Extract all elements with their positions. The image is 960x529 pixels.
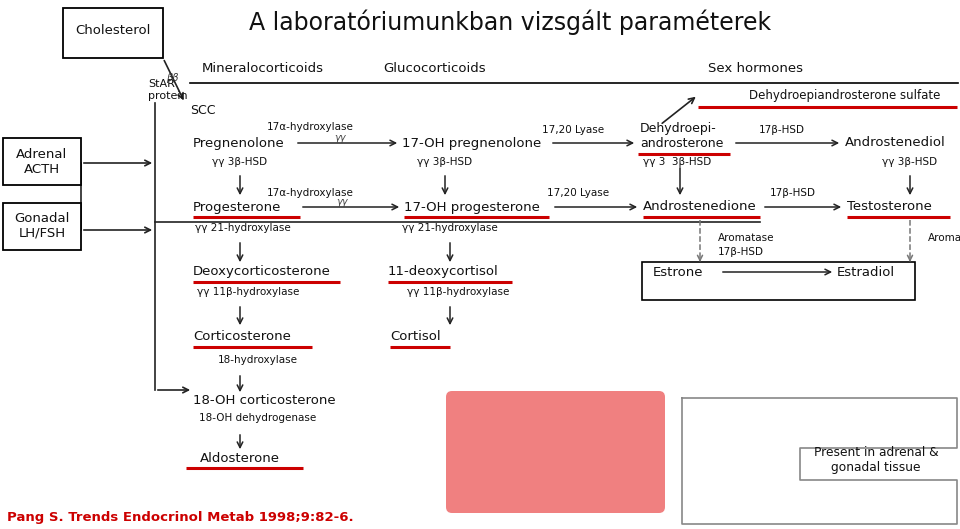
Text: γγ 3β-HSD: γγ 3β-HSD	[882, 157, 938, 167]
Text: γγ: γγ	[336, 197, 348, 207]
Text: Dehydroepiandrosterone sulfate: Dehydroepiandrosterone sulfate	[750, 88, 941, 102]
Text: 18-OH dehydrogenase: 18-OH dehydrogenase	[200, 413, 317, 423]
FancyBboxPatch shape	[3, 203, 81, 250]
FancyBboxPatch shape	[446, 391, 665, 513]
Text: Pregnenolone: Pregnenolone	[193, 136, 285, 150]
Text: γγ 3β-HSD: γγ 3β-HSD	[418, 157, 472, 167]
Text: ββ: ββ	[166, 73, 179, 83]
FancyBboxPatch shape	[642, 262, 915, 300]
Text: + cortisone: + cortisone	[463, 406, 558, 421]
Text: Pang S. Trends Endocrinol Metab 1998;9:82-6.: Pang S. Trends Endocrinol Metab 1998;9:8…	[7, 512, 353, 524]
Text: 17β-HSD: 17β-HSD	[759, 125, 805, 135]
Text: Glucocorticoids: Glucocorticoids	[384, 61, 487, 75]
Text: 17α-hydroxylase: 17α-hydroxylase	[267, 188, 353, 198]
Text: + 21-deoxycortisol: + 21-deoxycortisol	[463, 425, 617, 441]
Text: Estrone: Estrone	[653, 266, 704, 278]
Text: γγ 3  3β-HSD: γγ 3 3β-HSD	[643, 157, 711, 167]
Text: γγ: γγ	[334, 133, 346, 143]
Text: 17β-HSD: 17β-HSD	[718, 247, 764, 257]
Text: γγ 21-hydroxylase: γγ 21-hydroxylase	[195, 223, 291, 233]
Text: Mineralocorticoids: Mineralocorticoids	[202, 61, 324, 75]
Text: Androstenedione: Androstenedione	[643, 200, 756, 214]
Text: Gonadal
LH/FSH: Gonadal LH/FSH	[14, 212, 70, 240]
Text: Adrenal
ACTH: Adrenal ACTH	[16, 148, 67, 176]
Text: 17,20 Lyase: 17,20 Lyase	[542, 125, 604, 135]
Text: γγ 11β-hydroxylase: γγ 11β-hydroxylase	[197, 287, 300, 297]
Text: 18-OH corticosterone: 18-OH corticosterone	[193, 394, 336, 406]
Text: Androstenediol: Androstenediol	[845, 136, 946, 150]
Text: 17-OH pregnenolone: 17-OH pregnenolone	[402, 136, 541, 150]
Text: γγ 11β-hydroxylase: γγ 11β-hydroxylase	[407, 287, 509, 297]
Text: Cortisol: Cortisol	[390, 331, 441, 343]
Text: Cholesterol: Cholesterol	[75, 23, 151, 37]
FancyBboxPatch shape	[3, 138, 81, 185]
Text: Aromatase: Aromatase	[718, 233, 775, 243]
Text: Corticosterone: Corticosterone	[193, 331, 291, 343]
Text: + estriol: + estriol	[463, 466, 534, 480]
Text: Progesterone: Progesterone	[193, 200, 281, 214]
Text: Testosterone: Testosterone	[847, 200, 932, 214]
FancyBboxPatch shape	[63, 8, 163, 58]
Text: Deoxycorticosterone: Deoxycorticosterone	[193, 266, 331, 278]
Text: SCC: SCC	[190, 104, 215, 116]
Text: Aldosterone: Aldosterone	[200, 451, 280, 464]
Text: + dihydrotestosterone: + dihydrotestosterone	[463, 445, 650, 461]
Text: 17,20 Lyase: 17,20 Lyase	[547, 188, 609, 198]
Text: 18-hydroxylase: 18-hydroxylase	[218, 355, 298, 365]
Text: 17β-HSD: 17β-HSD	[770, 188, 816, 198]
Text: A laboratóriumunkban vizsgált paraméterek: A laboratóriumunkban vizsgált paramétere…	[249, 9, 771, 35]
Text: Dehydroepi-
androsterone: Dehydroepi- androsterone	[640, 122, 724, 150]
Text: 11-deoxycortisol: 11-deoxycortisol	[388, 266, 499, 278]
Text: 17-OH progesterone: 17-OH progesterone	[404, 200, 540, 214]
Text: Present in adrenal &
gonadal tissue: Present in adrenal & gonadal tissue	[814, 446, 938, 474]
Text: 17α-hydroxylase: 17α-hydroxylase	[267, 122, 353, 132]
Text: Sex hormones: Sex hormones	[708, 61, 803, 75]
Text: γγ 21-hydroxylase: γγ 21-hydroxylase	[402, 223, 498, 233]
Text: Estradiol: Estradiol	[837, 266, 895, 278]
Text: Aromatase: Aromatase	[928, 233, 960, 243]
Text: StAR
protein: StAR protein	[148, 79, 187, 101]
Text: γγ 3β-HSD: γγ 3β-HSD	[212, 157, 268, 167]
